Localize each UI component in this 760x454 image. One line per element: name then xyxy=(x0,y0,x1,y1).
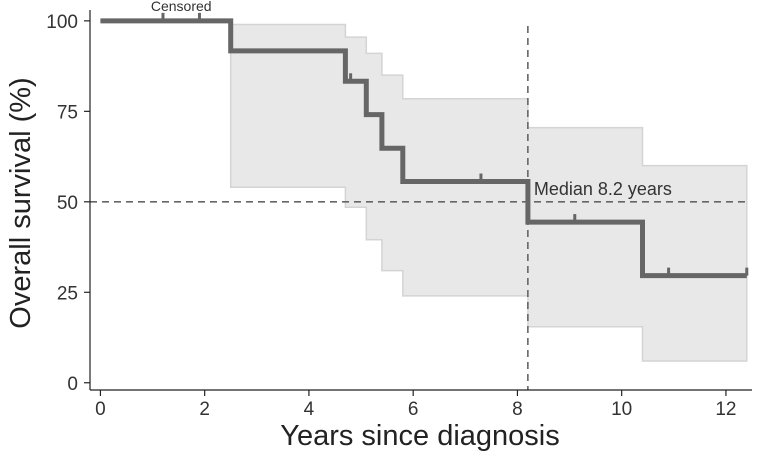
y-ticks: 0 25 50 75 100 xyxy=(46,12,90,395)
median-label: Median 8.2 years xyxy=(534,179,672,199)
y-tick-label-0: 0 xyxy=(67,374,78,395)
y-tick-label-100: 100 xyxy=(46,12,78,33)
x-tick-label-6: 6 xyxy=(408,399,419,420)
survival-curve xyxy=(100,18,747,279)
x-axis-title: Years since diagnosis xyxy=(280,420,559,452)
x-tick-label-0: 0 xyxy=(95,399,106,420)
x-tick-label-2: 2 xyxy=(199,399,210,420)
x-tick-label-10: 10 xyxy=(611,399,632,420)
x-ticks: 0 2 4 6 8 10 12 xyxy=(95,390,737,420)
y-tick-label-75: 75 xyxy=(57,102,78,123)
y-tick-label-50: 50 xyxy=(57,193,78,214)
y-tick-label-25: 25 xyxy=(57,283,78,304)
x-tick-label-4: 4 xyxy=(304,399,315,420)
x-tick-label-8: 8 xyxy=(512,399,523,420)
confidence-band xyxy=(100,20,748,362)
survival-curve-group xyxy=(100,18,747,279)
censor-marks xyxy=(161,12,749,276)
censored-label: Censored xyxy=(151,0,212,14)
confidence-band-area xyxy=(100,20,748,362)
x-tick-label-12: 12 xyxy=(715,399,736,420)
y-axis-title: Overall survival (%) xyxy=(5,77,37,328)
axes: 0 2 4 6 8 10 12 0 25 50 75 100 xyxy=(46,10,752,420)
